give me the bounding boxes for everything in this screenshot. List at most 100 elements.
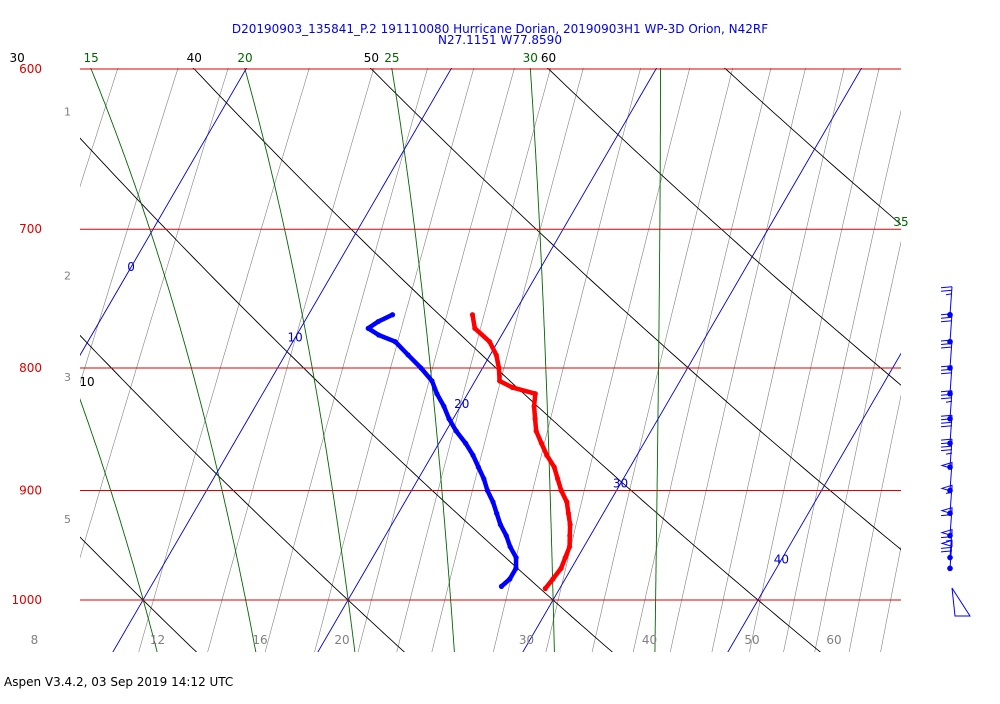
isotherm-tick-label: 40 bbox=[774, 553, 789, 567]
dry-adiabat-line bbox=[80, 334, 405, 652]
mixing-ratio-line bbox=[264, 68, 428, 652]
dewpoint-profile-point bbox=[392, 339, 398, 345]
wind-barb-flag bbox=[940, 421, 953, 424]
mixing-ratio-line bbox=[431, 68, 584, 652]
temperature-profile-point bbox=[550, 576, 556, 582]
mixing-ratio-line bbox=[80, 68, 119, 188]
isobars bbox=[80, 68, 901, 601]
temperature-profile-point bbox=[472, 325, 478, 331]
mixing-ratio-line bbox=[80, 68, 179, 385]
isotherm-tick-label: 30 bbox=[613, 477, 628, 491]
footer-version: Aspen V3.4.2, 03 Sep 2019 14:12 UTC bbox=[4, 675, 233, 689]
altitude-tick-label: 5 bbox=[64, 513, 71, 526]
wind-barb-flag bbox=[940, 449, 953, 452]
mixing-ratio-tick-label: 8 bbox=[31, 633, 39, 647]
wind-barb-flag bbox=[940, 316, 953, 319]
temperature-profile-point bbox=[562, 554, 568, 561]
moist-adiabat-line bbox=[529, 68, 555, 652]
temperature-profile-point bbox=[544, 452, 550, 458]
wind-barb-halfflag bbox=[945, 400, 953, 403]
wind-barb-staff bbox=[949, 365, 953, 394]
wind-barb-flag bbox=[940, 546, 953, 549]
mixing-ratio-line bbox=[80, 68, 229, 559]
moist-adiabat-label: 30 bbox=[523, 51, 538, 65]
temperature-profile-point bbox=[564, 499, 570, 505]
wind-barb-flag bbox=[940, 397, 953, 400]
dry-adiabat-line bbox=[369, 68, 901, 551]
wind-barb-flag bbox=[940, 393, 953, 396]
wind-barb-halfflag bbox=[945, 491, 953, 494]
dewpoint-profile-point bbox=[441, 403, 447, 409]
wind-barb-flag bbox=[940, 390, 953, 393]
isotherm-line bbox=[522, 68, 863, 652]
altitude-tick-label: 2 bbox=[64, 270, 71, 283]
mixing-ratio-line bbox=[814, 240, 901, 652]
temperature-profile-point bbox=[555, 476, 561, 482]
moist-adiabat-label: 15 bbox=[83, 51, 98, 65]
dry-adiabat-label: 40 bbox=[187, 51, 202, 65]
mixing-ratio-line bbox=[396, 68, 551, 652]
wind-barb-flag bbox=[940, 425, 953, 428]
dewpoint-profile-point bbox=[470, 452, 476, 458]
temperature-profile-point bbox=[496, 365, 502, 371]
wind-barb-pennant bbox=[940, 539, 953, 548]
axis-labels: 60070080090010001235812162030405060-20-1… bbox=[9, 51, 908, 647]
wind-barb-flag bbox=[940, 346, 953, 349]
mixing-ratio-line bbox=[545, 68, 691, 652]
dewpoint-profile-point bbox=[418, 365, 424, 371]
dry-adiabat-label: 50 bbox=[364, 51, 379, 65]
chart-subtitle: N27.1151 W77.8590 bbox=[438, 33, 562, 47]
dewpoint-profile-point bbox=[507, 544, 513, 550]
temperature-profile-point bbox=[542, 585, 548, 592]
wind-profile bbox=[940, 286, 971, 617]
temperature-profile-point bbox=[531, 403, 537, 409]
pressure-tick-label: 700 bbox=[19, 222, 42, 236]
altitude-tick-label: 1 bbox=[64, 105, 71, 118]
isotherm-tick-label: 10 bbox=[287, 331, 302, 345]
temperature-profile-point bbox=[533, 428, 539, 434]
moist-adiabat-line bbox=[654, 68, 661, 652]
temperature-profile-point bbox=[558, 487, 564, 494]
wind-barb-flag bbox=[940, 286, 953, 289]
temperature-profile-point bbox=[493, 352, 499, 358]
wind-barb-staff bbox=[949, 313, 953, 342]
mixing-ratio-line bbox=[632, 68, 772, 652]
pressure-tick-label: 800 bbox=[19, 361, 42, 375]
dewpoint-profile-point bbox=[513, 554, 519, 561]
wind-barb-pennant bbox=[940, 461, 953, 470]
pressure-tick-label: 900 bbox=[19, 483, 42, 497]
wind-barb-staff bbox=[949, 390, 953, 419]
mixing-ratio-tick-label: 12 bbox=[150, 633, 165, 647]
mixing-ratio-tick-label: 60 bbox=[826, 633, 841, 647]
mixing-ratio-line bbox=[207, 68, 375, 652]
mixing-ratio-tick-label: 20 bbox=[334, 633, 349, 647]
wind-barb-flag bbox=[940, 536, 953, 539]
dry-adiabat-line bbox=[723, 68, 901, 226]
moist-adiabat-line bbox=[244, 68, 356, 652]
temperature-profile-point bbox=[538, 440, 545, 446]
mixing-ratio-line bbox=[138, 68, 310, 652]
isotherm-line bbox=[112, 68, 453, 652]
mixing-ratio-line bbox=[783, 109, 901, 652]
dewpoint-profile-point bbox=[389, 312, 396, 318]
wind-barb-staff bbox=[949, 415, 953, 444]
temperature-profile-point bbox=[509, 384, 515, 390]
wind-barb-flag bbox=[940, 550, 953, 553]
dry-adiabat-label: 60 bbox=[541, 51, 556, 65]
wind-barb-pennant bbox=[940, 484, 953, 492]
dewpoint-profile-point bbox=[365, 325, 371, 331]
chart-title: D20190903_135841_P.2 191110080 Hurricane… bbox=[232, 22, 768, 36]
mixing-ratio-line bbox=[848, 394, 901, 652]
moist-adiabat-label: 20 bbox=[237, 51, 252, 65]
temperature-profile-point bbox=[532, 391, 538, 397]
wind-barb-flag bbox=[940, 372, 953, 375]
altitude-tick-label: 3 bbox=[64, 371, 71, 384]
wind-barb-halfflag bbox=[945, 293, 953, 296]
wind-barb-flag bbox=[940, 414, 953, 417]
dewpoint-profile-point bbox=[453, 428, 459, 434]
wind-barb-flag bbox=[940, 514, 953, 517]
isotherm-line bbox=[80, 68, 248, 357]
